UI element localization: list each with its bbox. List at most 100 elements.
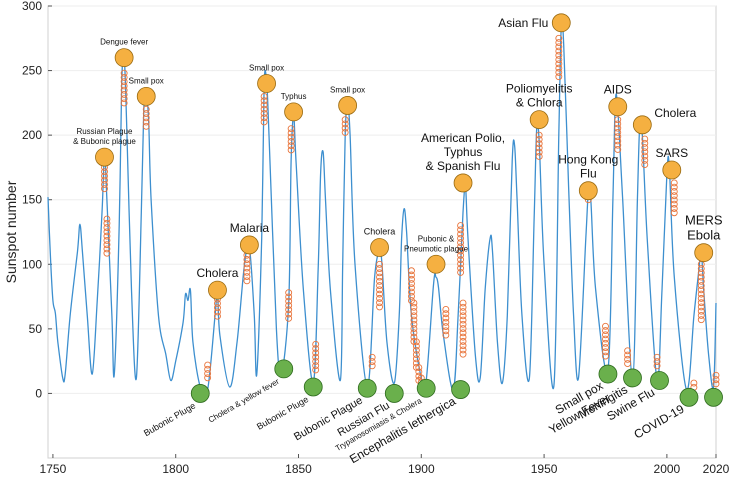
case-circle [415, 368, 423, 376]
epidemic-circle [136, 87, 156, 106]
case-circle [602, 331, 609, 339]
epidemic-circle [453, 173, 473, 193]
case-circle [459, 337, 467, 345]
case-circle [103, 249, 111, 257]
case-circle [214, 299, 221, 307]
case-circle [285, 306, 293, 314]
epidemic-label: Dengue fever [100, 38, 148, 47]
case-circle [697, 286, 705, 294]
epidemic-label: Hong Kong Flu [558, 153, 618, 181]
case-circle [120, 82, 128, 90]
case-circle [312, 340, 320, 348]
case-circle [459, 308, 467, 316]
case-circle [368, 358, 376, 365]
case-circle [459, 299, 467, 307]
case-circle [697, 282, 705, 290]
pandemic-circle [451, 380, 470, 399]
epidemic-label: American Polio, Typhus & Spanish Flu [421, 131, 505, 173]
case-circle [697, 273, 705, 281]
case-circle [670, 196, 678, 204]
case-circle [214, 312, 221, 320]
sunspot-series-line [47, 17, 717, 397]
epidemic-label: Small pox [249, 63, 284, 72]
case-circle [341, 120, 349, 128]
x-tick-label: 2020 [703, 462, 730, 476]
case-circle [410, 316, 418, 324]
epidemic-circle [114, 48, 134, 68]
case-circle [535, 153, 543, 160]
case-circle [697, 277, 705, 285]
case-circle [555, 64, 563, 72]
epidemic-circle [694, 243, 714, 263]
case-circle [712, 380, 720, 388]
case-circle [459, 329, 467, 337]
case-circle [101, 181, 108, 188]
case-circle [260, 118, 268, 126]
case-circle [243, 264, 251, 272]
case-circle [142, 114, 150, 122]
case-circle [670, 192, 678, 200]
case-circle [101, 185, 108, 193]
case-circle [697, 307, 705, 315]
epidemic-markers: Russian Plague & Bubonic plague Dengue fev… [73, 13, 723, 300]
case-circle [614, 128, 622, 136]
case-circle [690, 379, 698, 387]
case-circle [457, 230, 465, 238]
case-circle [103, 224, 111, 232]
epidemic-circle [551, 13, 571, 33]
case-circle [624, 347, 632, 355]
epidemic-label: Malaria [230, 221, 270, 235]
case-circle [410, 299, 418, 307]
case-circle [457, 226, 465, 234]
case-circle [214, 304, 221, 312]
case-circle [614, 120, 622, 128]
case-circle [103, 241, 111, 249]
case-circle [697, 299, 705, 307]
y-ticks: 0 50 100 150 200 250 300 [22, 0, 52, 400]
case-circle [602, 348, 609, 356]
epidemic-circle [208, 280, 227, 300]
case-circle [614, 124, 622, 132]
case-circle [442, 327, 450, 335]
case-circle [285, 293, 293, 301]
case-circle [442, 331, 450, 339]
case-circle [120, 91, 128, 98]
epidemic-circle [370, 238, 389, 257]
y-tick-label: 50 [29, 322, 43, 336]
case-circle [120, 73, 128, 81]
case-circle [555, 47, 563, 55]
case-circle [287, 133, 295, 141]
epidemic-circle [608, 97, 628, 117]
case-circle [653, 362, 661, 370]
case-circle [410, 325, 418, 333]
case-circle [285, 310, 293, 318]
case-circle [103, 215, 111, 223]
case-circle [410, 312, 418, 320]
case-circle [614, 137, 622, 145]
epidemic-circle [426, 254, 446, 274]
case-circle [376, 277, 383, 285]
case-circle [459, 342, 467, 350]
pandemic-circle [190, 384, 210, 403]
case-circle [459, 350, 467, 358]
case-circle [285, 289, 293, 297]
case-circle [376, 273, 383, 281]
case-circle [697, 303, 705, 311]
case-circle [641, 144, 649, 151]
case-circle [341, 124, 349, 132]
case-circle [653, 353, 661, 361]
case-circle [376, 269, 383, 277]
x-tick-label: 1900 [408, 462, 435, 476]
case-circle [442, 306, 450, 313]
case-circle [285, 314, 293, 322]
case-circle [457, 243, 465, 251]
case-circle [555, 43, 563, 51]
case-circle [260, 97, 268, 105]
case-circle [697, 290, 705, 298]
pandemic-circle [704, 387, 723, 407]
case-circle [120, 86, 128, 94]
case-circle [312, 349, 320, 357]
pandemic-circle [357, 378, 377, 398]
epidemic-circle [338, 96, 358, 115]
case-circle [368, 353, 376, 361]
